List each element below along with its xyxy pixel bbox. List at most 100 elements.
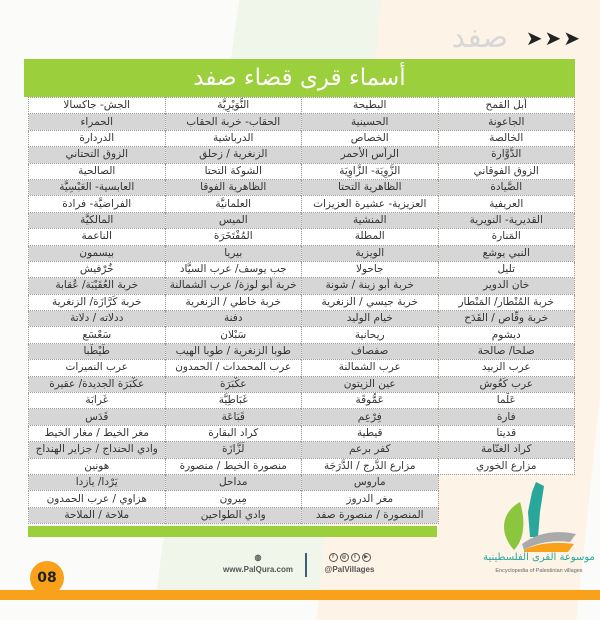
table-row: الصَّيادة الظاهرية التحتا الظاهرية الفوقا ا…	[28, 178, 575, 197]
village-cell: تليل	[437, 260, 575, 279]
village-cell: قَدَس	[28, 408, 166, 426]
website-block: ◍ www.PalQura.com	[216, 553, 300, 575]
table-row: فارة فِرْعِم قَبَاعَة قَدَس	[28, 408, 575, 426]
village-cell: الحسينية	[301, 113, 439, 131]
village-cell: كراد البقارة	[164, 424, 302, 443]
village-cell: سَعْسَع	[28, 326, 166, 344]
village-cell: خيام الوليد	[301, 310, 439, 328]
village-cell: منصورة الخيط / منصورة	[164, 457, 302, 475]
village-cell: بيسمون	[28, 244, 166, 262]
village-cell: مغر الدروز	[301, 490, 439, 508]
village-cell: خربة أبو لوزة/ عرب الشمالنة	[164, 277, 302, 295]
village-cell: دفنة	[164, 310, 302, 328]
village-cell: ماروس	[301, 473, 439, 492]
village-cell: قَبَاعَة	[164, 408, 302, 426]
village-cell: عرب الشمالنة	[301, 359, 439, 377]
table-row: ديشوم ريحانية سَبْلان سَعْسَع	[28, 326, 575, 344]
table-row: مغر الدروز مِيرون هزاوي / عرب الحمدون	[28, 490, 575, 508]
village-cell: العابسية- العَبْسِيَّة	[28, 178, 166, 197]
bottom-bar	[0, 590, 600, 600]
village-cell: خان الدوير	[437, 277, 575, 295]
table-row: خربة وقّاص / القَدَح خيام الوليد دفنة ددلات…	[28, 310, 575, 328]
village-cell: جاحولا	[301, 260, 439, 279]
village-cell: الفراضيَّة- فرادة	[28, 195, 166, 213]
logo-graphic	[503, 482, 576, 552]
table-row: الدَّوَّارة الرأس الأحمر الزنغرية / زحلق ال…	[28, 146, 575, 164]
village-cell: مداحل	[164, 473, 302, 492]
village-cell: لَزَّازَة	[164, 441, 302, 459]
page-number: 08	[30, 561, 64, 595]
village-cell: الميس	[164, 211, 302, 230]
table-row: قديتا قيطية كراد البقارة مغر الخيط / مغار ا…	[28, 424, 575, 443]
village-cell: عكْبَرَة الجديدة/ عقيرة	[28, 375, 166, 394]
village-cell: عرب النميرات	[28, 359, 166, 377]
social-block: f ◎ t ▶ @PalVillages	[312, 553, 387, 575]
village-cell: وادي الحنداج / جزاير الهنداج	[28, 441, 166, 459]
logo: موسوعة القرى الفلسطينية Encyclopedia of …	[478, 482, 600, 588]
village-cell: الصَّيادة	[437, 178, 575, 197]
village-cell: جب يوسف/ عرب السيَّاد	[164, 260, 302, 279]
villages-table: أبل القمح البطيحة النُّوَيْرِيَّة الجش- جاك…	[28, 96, 575, 525]
instagram-icon[interactable]: ◎	[339, 553, 349, 562]
village-cell: عرب الزبيد	[437, 359, 575, 377]
website-link[interactable]: www.PalQura.com	[223, 565, 293, 574]
village-cell: عرب المحمدات / الحمدون	[164, 359, 302, 377]
village-cell: طَيْطَبا	[28, 342, 166, 361]
village-cell: الجش- جاكسالا	[28, 96, 166, 115]
village-cell: عرب كَعُوش	[437, 375, 575, 394]
village-cell: الناعمة	[28, 228, 166, 246]
table-row: المنصورة / منصورة صفد وادي الطواحين ملاحة …	[28, 506, 575, 525]
globe-icon: ◍	[254, 553, 262, 562]
arrows-icon: ➤➤➤	[525, 26, 582, 50]
village-cell: ددلاته / دلاتة	[28, 310, 166, 328]
village-cell: خربة خاطي / الزنغرية	[164, 293, 302, 312]
village-cell: خربة كَرَّازَة/ الزنغرية	[28, 293, 166, 312]
village-cell: غَرابَة	[28, 392, 166, 410]
village-cell: عكْبَرَة	[164, 375, 302, 394]
village-cell: الزوق التحتاني	[28, 146, 166, 164]
village-cell: مزارع الخوري	[437, 457, 575, 475]
table-row: عَلْما عَمُّوقَة غَبَاطِيَّة غَرابَة	[28, 392, 575, 410]
village-cell: مغر الخيط / مغار الخيط	[28, 424, 166, 443]
village-cell: الرأس الأحمر	[301, 146, 439, 164]
village-cell: الخالصة	[437, 129, 575, 148]
table-row: القديرية- النويرية المنشية الميس المالكيَّة	[28, 211, 575, 230]
village-cell: عين الزيتون	[301, 375, 439, 394]
village-cell: الصالحية	[28, 162, 166, 180]
table-row: خربة المُنْطار/ المَنْطار خربة جيسي / الز…	[28, 293, 575, 312]
logo-english-text: Encyclopedia of Palestinian villages	[495, 568, 583, 574]
village-cell: الدَّوَّارة	[437, 146, 575, 164]
village-cell: خربة جيسي / الزنغرية	[301, 293, 439, 312]
facebook-icon[interactable]: f	[328, 553, 338, 562]
village-cell: الجاعونة	[437, 113, 575, 131]
divider	[305, 553, 307, 577]
table-row: صلحا/ صالحة صفصاف طوبا الزنغرية / طوبا اله…	[28, 342, 575, 361]
village-cell: خربة أبو زينة / شونة	[301, 277, 439, 295]
table-row: العريفية العزيزية- عشيرة العزيزات العلماني…	[28, 195, 575, 213]
table-row: عرب الزبيد عرب الشمالنة عرب المحمدات / الح…	[28, 359, 575, 377]
table-row: الزوق الفوقاني الزَّوِيَة- الزَّاوِيَة الش…	[28, 162, 575, 180]
village-cell: العزيزية- عشيرة العزيزات	[301, 195, 439, 213]
village-cell: الحقاب- خربة الحقاب	[164, 113, 302, 131]
village-cell: المطلة	[301, 228, 439, 246]
table-row: مزارع الخوري مزارع الدَّرج / الدَّرَجَة من…	[28, 457, 575, 475]
village-cell: المالكيَّة	[28, 211, 166, 230]
table-row: الجاعونة الحسينية الحقاب- خربة الحقاب الحمر…	[28, 113, 575, 131]
village-cell: ريحانية	[301, 326, 439, 344]
village-cell: الحمراء	[28, 113, 166, 131]
village-cell: المنشية	[301, 211, 439, 230]
brand-watermark: صفد	[451, 20, 508, 55]
table-row: كراد الغنّامة كفر برعم لَزَّازَة وادي الحند…	[28, 441, 575, 459]
village-cell: الزوق الفوقاني	[437, 162, 575, 180]
table-row: خان الدوير خربة أبو زينة / شونة خربة أبو ل…	[28, 277, 575, 295]
twitter-icon[interactable]: t	[350, 553, 360, 562]
table-row: المَنارة المطلة المُفْتَخَرَة الناعمة	[28, 228, 575, 246]
table-row: ماروس مداحل يَرْدا/ يازدا	[28, 473, 575, 492]
village-cell: قديتا	[437, 424, 575, 443]
village-cell: هونين	[28, 457, 166, 475]
village-cell: الزنغرية / زحلق	[164, 146, 302, 164]
social-handle[interactable]: @PalVillages	[324, 565, 375, 574]
village-cell: الزَّوِيَة- الزَّاوِيَة	[301, 162, 439, 180]
youtube-icon[interactable]: ▶	[361, 553, 371, 562]
village-cell: خربة المُنْطار/ المَنْطار	[437, 293, 575, 312]
